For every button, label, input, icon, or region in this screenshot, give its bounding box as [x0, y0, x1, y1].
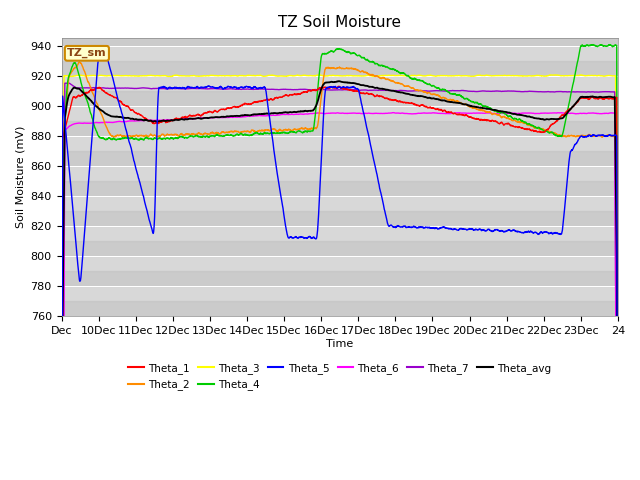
Bar	[61, 181, 618, 196]
Theta_3	[349, 73, 356, 79]
Bar	[61, 271, 618, 286]
Theta_4	[349, 50, 356, 56]
Bar	[61, 151, 618, 166]
Text: TZ_sm: TZ_sm	[67, 48, 107, 59]
Theta_2	[301, 125, 308, 131]
Bar	[61, 121, 618, 136]
X-axis label: Time: Time	[326, 338, 353, 348]
Theta_2	[129, 133, 136, 139]
Line: Theta_avg: Theta_avg	[61, 81, 618, 480]
Theta_2	[440, 95, 447, 100]
Theta_avg	[349, 80, 356, 86]
Theta_7	[415, 88, 423, 94]
Theta_3	[440, 73, 447, 79]
Theta_2	[415, 87, 423, 93]
Theta_1	[301, 89, 308, 95]
Theta_7	[301, 86, 308, 92]
Theta_1	[349, 88, 356, 94]
Theta_1	[415, 103, 423, 108]
Theta_4	[129, 135, 136, 141]
Theta_6	[301, 111, 308, 117]
Theta_7	[62, 80, 70, 86]
Theta_7	[349, 87, 356, 93]
Theta_5	[415, 225, 423, 230]
Theta_1	[335, 84, 343, 89]
Theta_2	[76, 59, 83, 65]
Line: Theta_1: Theta_1	[61, 86, 618, 480]
Theta_3	[129, 73, 136, 79]
Theta_3	[576, 72, 584, 78]
Theta_4	[415, 77, 423, 83]
Theta_avg	[440, 97, 447, 103]
Theta_3	[415, 72, 423, 78]
Theta_6	[305, 111, 313, 117]
Theta_5	[306, 234, 314, 240]
Line: Theta_7: Theta_7	[61, 83, 618, 480]
Theta_2	[349, 66, 356, 72]
Theta_5	[129, 152, 136, 157]
Title: TZ Soil Moisture: TZ Soil Moisture	[278, 15, 401, 30]
Theta_1	[305, 88, 313, 94]
Bar	[61, 91, 618, 106]
Theta_4	[301, 129, 308, 134]
Line: Theta_3: Theta_3	[61, 75, 618, 480]
Theta_4	[305, 129, 313, 134]
Line: Theta_2: Theta_2	[61, 62, 618, 480]
Line: Theta_6: Theta_6	[61, 112, 618, 480]
Theta_5	[301, 235, 308, 241]
Bar	[61, 211, 618, 226]
Theta_avg	[301, 108, 308, 114]
Bar	[61, 241, 618, 256]
Bar	[61, 60, 618, 76]
Theta_4	[589, 42, 596, 48]
Theta_5	[99, 50, 106, 56]
Theta_3	[305, 73, 313, 79]
Theta_avg	[305, 108, 313, 114]
Theta_6	[349, 110, 356, 116]
Legend: Theta_1, Theta_2, Theta_3, Theta_4, Theta_5, Theta_6, Theta_7, Theta_avg: Theta_1, Theta_2, Theta_3, Theta_4, Thet…	[124, 359, 556, 395]
Theta_7	[306, 87, 314, 93]
Theta_7	[129, 85, 136, 91]
Theta_6	[440, 110, 447, 116]
Theta_6	[129, 118, 136, 124]
Theta_avg	[335, 78, 343, 84]
Theta_avg	[415, 93, 423, 99]
Theta_5	[440, 224, 447, 230]
Y-axis label: Soil Moisture (mV): Soil Moisture (mV)	[15, 126, 25, 228]
Theta_2	[306, 126, 314, 132]
Theta_6	[415, 110, 423, 116]
Theta_1	[440, 108, 447, 113]
Bar	[61, 31, 618, 46]
Theta_1	[129, 107, 136, 113]
Line: Theta_5: Theta_5	[61, 53, 618, 480]
Theta_4	[440, 87, 447, 93]
Theta_6	[390, 109, 397, 115]
Bar	[61, 301, 618, 316]
Theta_3	[301, 72, 308, 78]
Theta_7	[440, 88, 447, 94]
Theta_5	[349, 84, 356, 90]
Line: Theta_4: Theta_4	[61, 45, 618, 480]
Theta_avg	[129, 116, 136, 121]
